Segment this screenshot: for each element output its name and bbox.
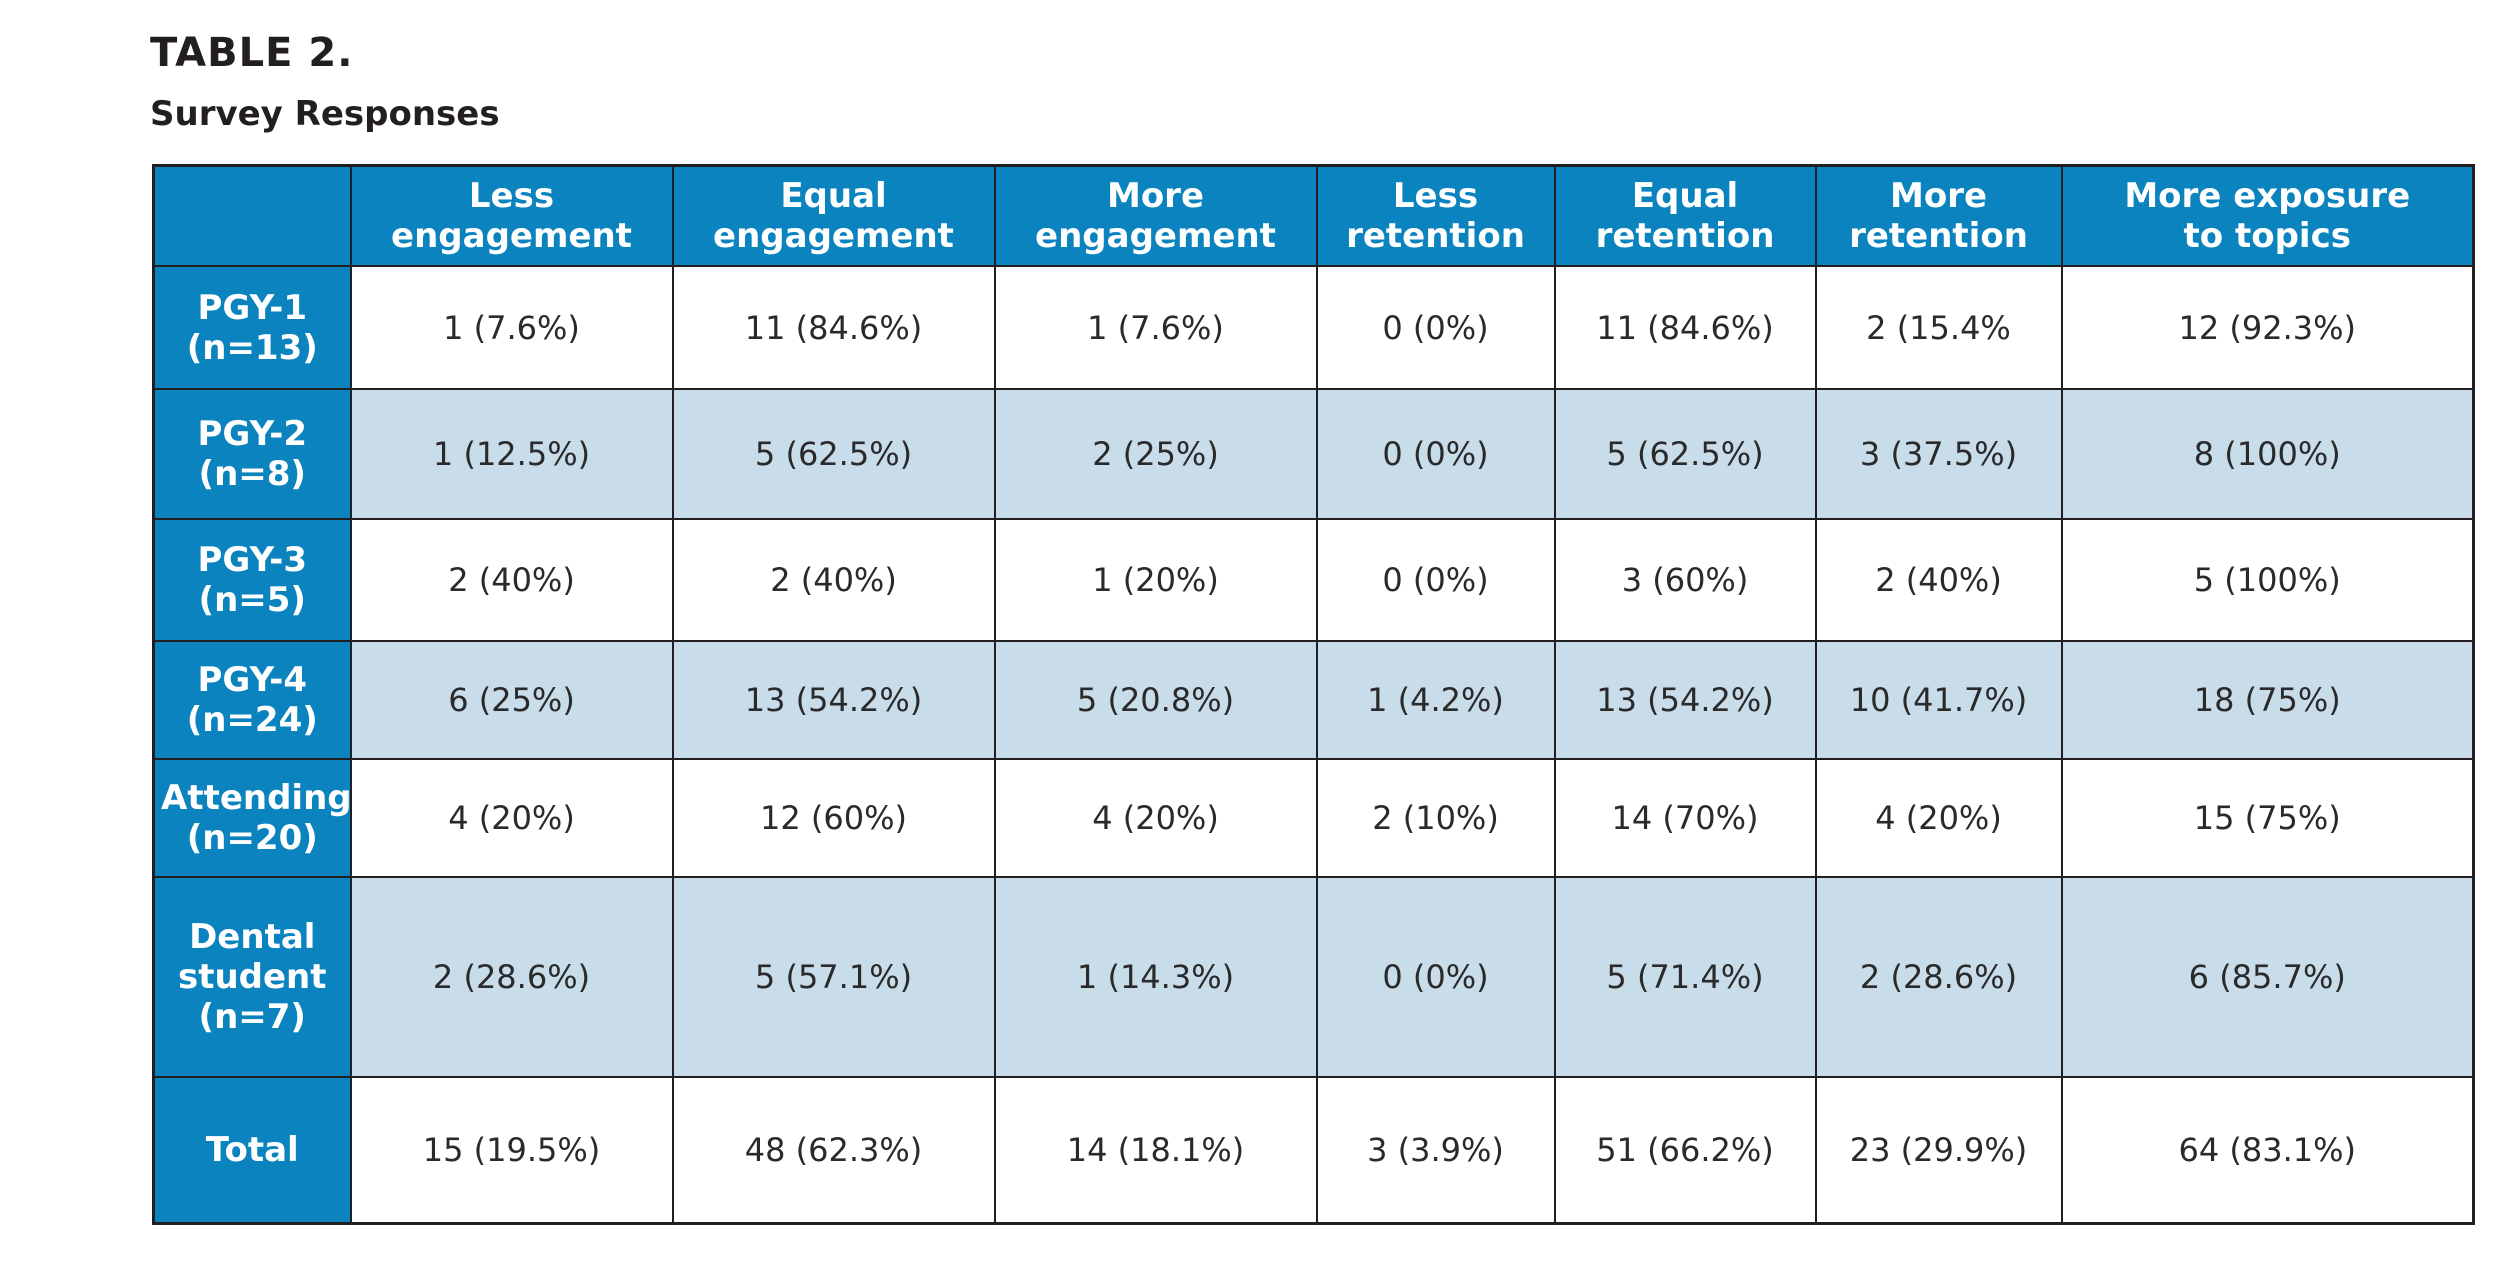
table-cell: 3 (60%) xyxy=(1553,518,1817,642)
table-cell: 5 (62.5%) xyxy=(1553,388,1817,520)
table-cell: 6 (85.7%) xyxy=(2060,876,2475,1078)
table-cell: 0 (0%) xyxy=(1315,265,1556,390)
table-cell: 13 (54.2%) xyxy=(671,640,996,760)
table-cell: 12 (60%) xyxy=(671,758,996,878)
row-label-pgy4: PGY-4 (n=24) xyxy=(152,640,352,760)
table-cell: 10 (41.7%) xyxy=(1814,640,2063,760)
header-equal-retention: Equal retention xyxy=(1553,164,1817,267)
survey-responses-table: Less engagement Equal engagement More engag… xyxy=(152,164,2475,1225)
row-label-dental-student: Dental student (n=7) xyxy=(152,876,352,1078)
table-cell: 5 (62.5%) xyxy=(671,388,996,520)
table-row-pgy3: PGY-3 (n=5) 2 (40%) 2 (40%) 1 (20%) 0 (0%… xyxy=(152,518,2475,642)
table-cell: 23 (29.9%) xyxy=(1814,1076,2063,1224)
header-less-engagement: Less engagement xyxy=(349,164,674,267)
table-cell: 2 (40%) xyxy=(671,518,996,642)
table-cell: 1 (7.6%) xyxy=(349,265,674,390)
table-cell: 1 (12.5%) xyxy=(349,388,674,520)
header-more-exposure: More exposure to topics xyxy=(2060,164,2475,267)
table-label: TABLE 2. xyxy=(150,30,354,76)
table-cell: 13 (54.2%) xyxy=(1553,640,1817,760)
table-row-total: Total 15 (19.5%) 48 (62.3%) 14 (18.1%) 3… xyxy=(152,1076,2475,1224)
table-cell: 6 (25%) xyxy=(349,640,674,760)
table-cell: 5 (71.4%) xyxy=(1553,876,1817,1078)
table-cell: 5 (100%) xyxy=(2060,518,2475,642)
row-label-attending: Attending (n=20) xyxy=(152,758,352,878)
table-cell: 5 (57.1%) xyxy=(671,876,996,1078)
header-corner-cell xyxy=(152,164,352,267)
table-cell: 1 (4.2%) xyxy=(1315,640,1556,760)
table-cell: 14 (70%) xyxy=(1553,758,1817,878)
table-cell: 12 (92.3%) xyxy=(2060,265,2475,390)
table-row-pgy2: PGY-2 (n=8) 1 (12.5%) 5 (62.5%) 2 (25%) 0… xyxy=(152,388,2475,520)
table-cell: 4 (20%) xyxy=(349,758,674,878)
table-row-attending: Attending (n=20) 4 (20%) 12 (60%) 4 (20%)… xyxy=(152,758,2475,878)
table-cell: 2 (28.6%) xyxy=(1814,876,2063,1078)
header-row: Less engagement Equal engagement More engag… xyxy=(152,164,2475,267)
table-cell: 0 (0%) xyxy=(1315,388,1556,520)
table-cell: 11 (84.6%) xyxy=(671,265,996,390)
table-cell: 2 (15.4% xyxy=(1814,265,2063,390)
table-row-pgy1: PGY-1 (n=13) 1 (7.6%) 11 (84.6%) 1 (7.6%)… xyxy=(152,265,2475,390)
table-cell: 0 (0%) xyxy=(1315,518,1556,642)
table-cell: 2 (40%) xyxy=(1814,518,2063,642)
table-row-dental-student: Dental student (n=7) 2 (28.6%) 5 (57.1%) 1… xyxy=(152,876,2475,1078)
table-cell: 0 (0%) xyxy=(1315,876,1556,1078)
table-cell: 8 (100%) xyxy=(2060,388,2475,520)
table-cell: 64 (83.1%) xyxy=(2060,1076,2475,1224)
table-cell: 11 (84.6%) xyxy=(1553,265,1817,390)
row-label-pgy2: PGY-2 (n=8) xyxy=(152,388,352,520)
table-cell: 15 (75%) xyxy=(2060,758,2475,878)
table-cell: 14 (18.1%) xyxy=(993,1076,1318,1224)
table-cell: 2 (10%) xyxy=(1315,758,1556,878)
table-cell: 18 (75%) xyxy=(2060,640,2475,760)
table-cell: 1 (20%) xyxy=(993,518,1318,642)
table-cell: 2 (25%) xyxy=(993,388,1318,520)
table-cell: 1 (14.3%) xyxy=(993,876,1318,1078)
row-label-pgy3: PGY-3 (n=5) xyxy=(152,518,352,642)
table-cell: 3 (37.5%) xyxy=(1814,388,2063,520)
table-row-pgy4: PGY-4 (n=24) 6 (25%) 13 (54.2%) 5 (20.8%)… xyxy=(152,640,2475,760)
table-cell: 51 (66.2%) xyxy=(1553,1076,1817,1224)
table-cell: 2 (40%) xyxy=(349,518,674,642)
table-cell: 48 (62.3%) xyxy=(671,1076,996,1224)
table-caption: Survey Responses xyxy=(150,94,500,134)
row-label-total: Total xyxy=(152,1076,352,1224)
row-label-pgy1: PGY-1 (n=13) xyxy=(152,265,352,390)
header-more-retention: More retention xyxy=(1814,164,2063,267)
header-more-engagement: More engagement xyxy=(993,164,1318,267)
table-cell: 2 (28.6%) xyxy=(349,876,674,1078)
table-cell: 5 (20.8%) xyxy=(993,640,1318,760)
header-less-retention: Less retention xyxy=(1315,164,1556,267)
table-cell: 3 (3.9%) xyxy=(1315,1076,1556,1224)
table-cell: 15 (19.5%) xyxy=(349,1076,674,1224)
table-cell: 4 (20%) xyxy=(1814,758,2063,878)
table-cell: 1 (7.6%) xyxy=(993,265,1318,390)
header-equal-engagement: Equal engagement xyxy=(671,164,996,267)
table-cell: 4 (20%) xyxy=(993,758,1318,878)
